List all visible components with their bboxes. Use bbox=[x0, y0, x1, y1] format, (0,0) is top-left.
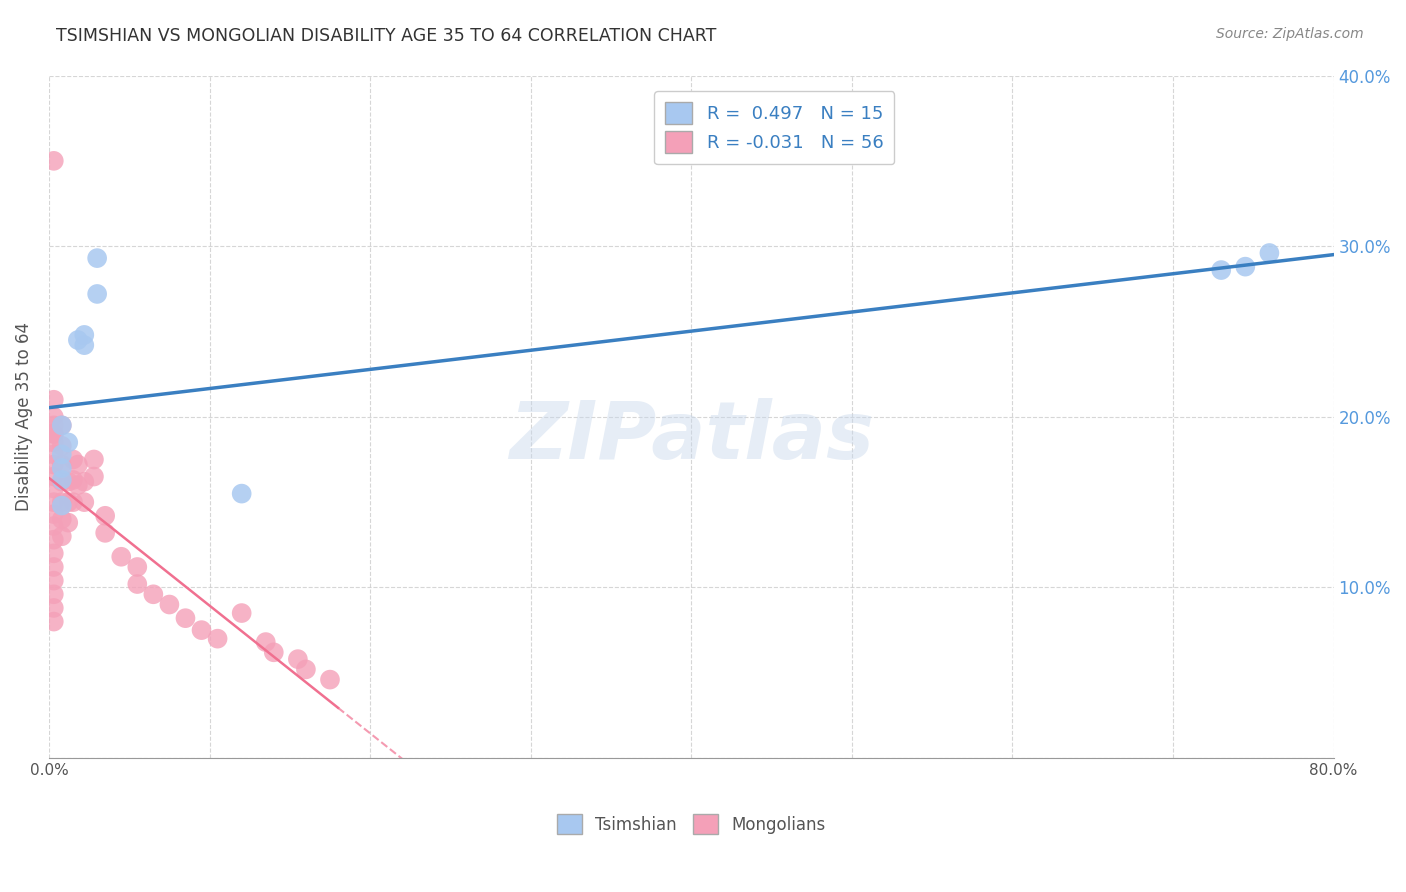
Point bbox=[42, 574, 65, 588]
Point bbox=[51, 458, 73, 472]
Point bbox=[58, 495, 80, 509]
Point bbox=[66, 333, 89, 347]
Point bbox=[58, 435, 80, 450]
Point bbox=[51, 447, 73, 461]
Point bbox=[73, 338, 96, 352]
Point bbox=[127, 577, 149, 591]
Text: ZIPatlas: ZIPatlas bbox=[509, 399, 873, 476]
Point bbox=[51, 495, 73, 509]
Point bbox=[42, 426, 65, 441]
Point bbox=[83, 469, 105, 483]
Point bbox=[58, 516, 80, 530]
Point bbox=[51, 512, 73, 526]
Point bbox=[157, 598, 180, 612]
Point bbox=[127, 560, 149, 574]
Point bbox=[51, 418, 73, 433]
Point bbox=[58, 475, 80, 489]
Point bbox=[42, 469, 65, 483]
Point bbox=[263, 645, 285, 659]
Point bbox=[1211, 263, 1233, 277]
Point bbox=[1258, 246, 1281, 260]
Point bbox=[110, 549, 132, 564]
Point bbox=[231, 606, 253, 620]
Point bbox=[42, 392, 65, 407]
Point bbox=[42, 507, 65, 521]
Point bbox=[42, 458, 65, 472]
Point bbox=[287, 652, 309, 666]
Point bbox=[42, 615, 65, 629]
Point bbox=[51, 461, 73, 475]
Point bbox=[319, 673, 342, 687]
Point bbox=[190, 623, 212, 637]
Point bbox=[51, 499, 73, 513]
Text: Source: ZipAtlas.com: Source: ZipAtlas.com bbox=[1216, 27, 1364, 41]
Point bbox=[51, 473, 73, 487]
Point bbox=[42, 587, 65, 601]
Point bbox=[51, 418, 73, 433]
Point bbox=[66, 458, 89, 472]
Point bbox=[254, 635, 277, 649]
Point bbox=[42, 519, 65, 533]
Point bbox=[42, 601, 65, 615]
Point bbox=[86, 251, 108, 265]
Point bbox=[42, 418, 65, 433]
Point bbox=[231, 486, 253, 500]
Point bbox=[62, 495, 84, 509]
Y-axis label: Disability Age 35 to 64: Disability Age 35 to 64 bbox=[15, 322, 32, 511]
Point bbox=[51, 439, 73, 453]
Point bbox=[42, 482, 65, 496]
Point bbox=[42, 409, 65, 424]
Point bbox=[94, 525, 117, 540]
Point bbox=[73, 327, 96, 342]
Point bbox=[42, 426, 65, 441]
Point bbox=[73, 495, 96, 509]
Point bbox=[42, 447, 65, 461]
Legend: Tsimshian, Mongolians: Tsimshian, Mongolians bbox=[550, 807, 832, 841]
Point bbox=[42, 495, 65, 509]
Point bbox=[73, 475, 96, 489]
Point bbox=[51, 475, 73, 489]
Point bbox=[66, 478, 89, 492]
Point bbox=[86, 287, 108, 301]
Point bbox=[62, 452, 84, 467]
Point bbox=[42, 153, 65, 168]
Point bbox=[42, 435, 65, 450]
Point bbox=[42, 546, 65, 560]
Point bbox=[1234, 260, 1257, 274]
Point bbox=[295, 662, 318, 676]
Point bbox=[94, 508, 117, 523]
Point bbox=[83, 452, 105, 467]
Text: TSIMSHIAN VS MONGOLIAN DISABILITY AGE 35 TO 64 CORRELATION CHART: TSIMSHIAN VS MONGOLIAN DISABILITY AGE 35… bbox=[56, 27, 717, 45]
Point bbox=[62, 473, 84, 487]
Point bbox=[174, 611, 197, 625]
Point bbox=[51, 529, 73, 543]
Point bbox=[42, 560, 65, 574]
Point bbox=[42, 533, 65, 547]
Point bbox=[142, 587, 165, 601]
Point bbox=[207, 632, 229, 646]
